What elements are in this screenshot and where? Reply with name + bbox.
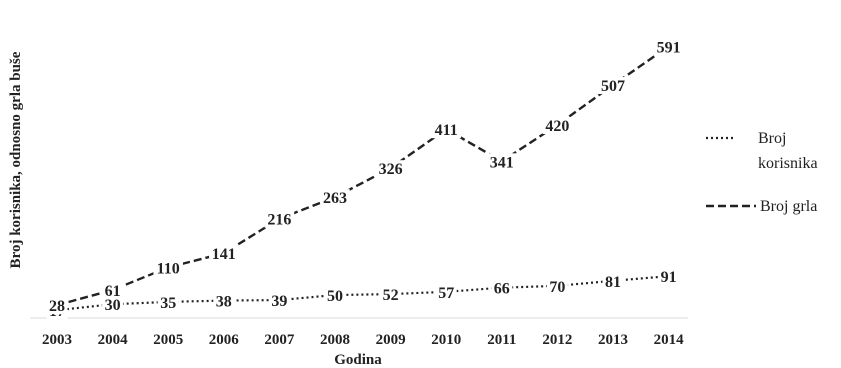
data-label-background: [102, 296, 124, 314]
data-label: 52: [383, 287, 399, 304]
data-label: 341: [490, 154, 514, 171]
data-label-background: [102, 281, 124, 299]
data-label: 35: [160, 295, 176, 312]
data-label: 61: [105, 283, 121, 300]
data-label-background: [157, 293, 179, 311]
data-label: 263: [323, 190, 347, 207]
data-label: 591: [657, 39, 681, 56]
data-label: 28: [49, 298, 65, 315]
data-label-background: [264, 210, 295, 228]
data-label-background: [435, 283, 457, 301]
data-label-background: [320, 189, 350, 207]
data-label-background: [213, 292, 235, 310]
data-label: 81: [605, 274, 621, 291]
legend-label-korisnika-line2: korisnika: [758, 155, 818, 172]
x-tick-label: 2012: [542, 332, 572, 348]
data-label-background: [487, 153, 517, 171]
x-tick-label: 2007: [264, 332, 295, 348]
data-label-background: [542, 117, 573, 135]
data-label: 38: [216, 294, 232, 311]
x-tick-label: 2011: [487, 332, 516, 348]
data-label: 91: [661, 269, 677, 286]
data-label: 50: [327, 288, 343, 305]
data-label: 216: [267, 212, 291, 229]
data-label-background: [653, 38, 684, 56]
data-label: 110: [157, 260, 180, 277]
data-label-background: [598, 77, 628, 95]
x-tick-label: 2010: [431, 332, 461, 348]
y-axis-title: Broj korisnika, odnosno grla buše: [8, 51, 24, 268]
data-label: 30: [105, 297, 121, 314]
x-tick-label: 2006: [209, 332, 240, 348]
x-tick-labels: 2003 2004 2005 2006 2007 2008 2009 2010 2011 2012…: [42, 332, 684, 348]
data-label-background: [46, 297, 68, 315]
series-line-grla: [56, 45, 670, 307]
x-tick-label: 2004: [98, 332, 129, 348]
data-label-background: [153, 259, 183, 277]
legend-label-grla: Broj grla: [760, 198, 817, 215]
x-tick-label: 2013: [598, 332, 628, 348]
data-label-background: [491, 279, 513, 297]
data-label-background: [431, 121, 461, 139]
data-label: 39: [271, 293, 287, 310]
data-label-background: [380, 286, 402, 304]
x-tick-label: 2014: [654, 332, 685, 348]
x-tick-label: 2008: [320, 332, 350, 348]
data-labels: 1730353839505257667081912861110141216263…: [46, 38, 684, 320]
data-label-background: [209, 245, 239, 263]
x-axis-title: Godina: [334, 352, 382, 368]
x-tick-label: 2009: [376, 332, 406, 348]
data-label: 507: [601, 78, 625, 95]
legend-label-korisnika-line1: Broj: [758, 130, 786, 147]
data-label: 141: [212, 246, 236, 263]
data-label-background: [324, 287, 346, 305]
data-label-background: [658, 268, 680, 286]
data-label-background: [268, 292, 290, 310]
x-tick-label: 2003: [42, 332, 72, 348]
series-lines: [56, 45, 670, 312]
data-label: 420: [545, 118, 569, 135]
data-label-background: [375, 160, 406, 178]
x-tick-label: 2005: [153, 332, 183, 348]
legend: Broj korisnika Broj grla: [706, 130, 818, 215]
data-label: 57: [438, 285, 454, 302]
series-line-korisnika: [56, 275, 669, 312]
data-label-background: [602, 272, 624, 290]
data-label: 70: [549, 279, 565, 296]
data-label-background: [546, 277, 568, 295]
data-label: 411: [435, 122, 458, 139]
data-label: 66: [494, 281, 510, 298]
data-label: 326: [379, 161, 403, 178]
